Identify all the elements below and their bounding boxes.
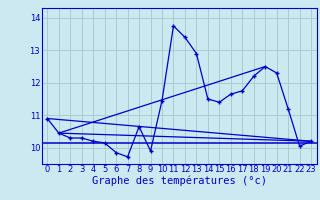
X-axis label: Graphe des températures (°c): Graphe des températures (°c) [92,176,267,186]
